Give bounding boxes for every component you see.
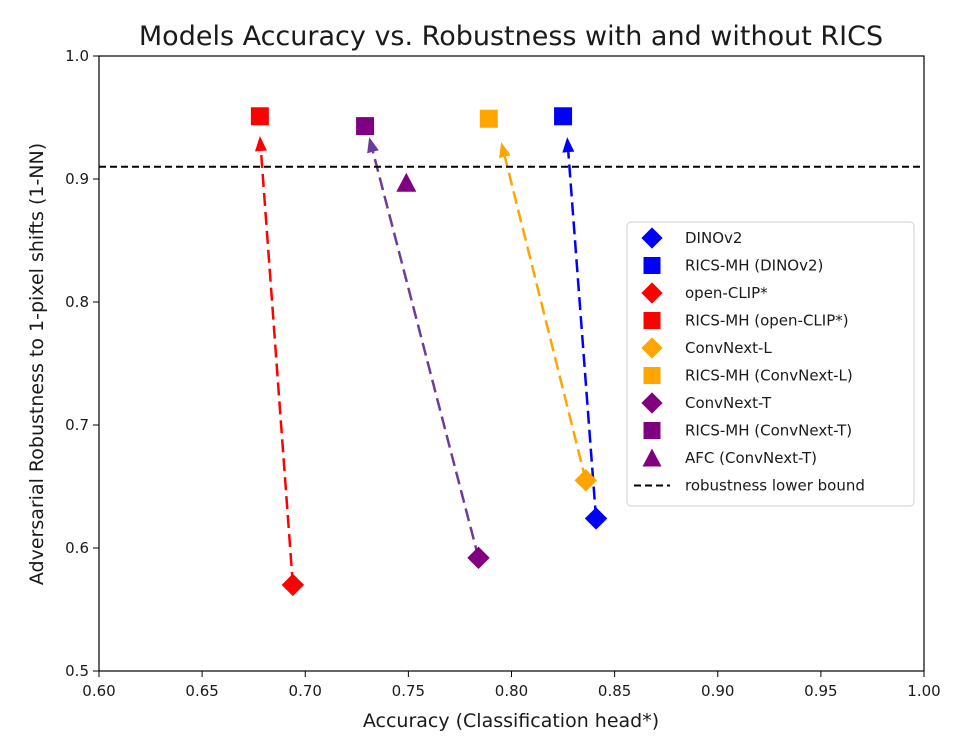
arrow-head-3 <box>562 137 575 153</box>
x-tick-label-2: 0.70 <box>289 682 322 700</box>
x-axis-label: Accuracy (Classification head*) <box>363 710 659 732</box>
legend-marker-3 <box>643 312 661 329</box>
legend-marker-6 <box>641 392 663 414</box>
data-point-4 <box>574 469 597 492</box>
data-point-5 <box>479 109 498 128</box>
legend: DINOv2 RICS-MH (DINOv2) open-CLIP* RICS-MH … <box>626 221 915 507</box>
legend-label-4: ConvNext-L <box>685 339 772 357</box>
x-tick-label-0: 0.60 <box>82 682 115 700</box>
legend-marker-2 <box>641 282 663 304</box>
legend-box <box>626 221 915 507</box>
legend-marker-5 <box>643 367 661 384</box>
legend-label-7: RICS-MH (ConvNext-T) <box>685 422 852 440</box>
legend-label-8: AFC (ConvNext-T) <box>685 449 817 467</box>
x-tick-label-6: 0.90 <box>701 682 734 700</box>
x-tick-label-1: 0.65 <box>185 682 218 700</box>
data-point-7 <box>356 117 375 136</box>
x-tick-label-3: 0.75 <box>392 682 425 700</box>
y-axis-label: Adversarial Robustness to 1-pixel shifts… <box>26 143 48 585</box>
y-tick-label-0: 0.5 <box>65 662 89 680</box>
data-point-2 <box>281 573 305 597</box>
y-tick-label-2: 0.7 <box>65 416 89 434</box>
y-tick-label-1: 0.6 <box>65 539 89 557</box>
data-point-6 <box>467 546 490 570</box>
y-tick-label-4: 0.9 <box>65 170 89 188</box>
legend-label-5: RICS-MH (ConvNext-L) <box>685 367 853 385</box>
legend-label-3: RICS-MH (open-CLIP*) <box>685 312 849 330</box>
arrow-shaft-3 <box>567 152 598 519</box>
axes-layer: 0.60 0.65 0.70 0.75 0.80 0.85 0.90 0.95 1.00 0.5 0… <box>65 47 941 700</box>
data-point-3 <box>250 107 269 126</box>
arrow-head-1 <box>367 137 379 154</box>
arrows-layer <box>254 135 598 585</box>
arrow-head-0 <box>254 135 267 152</box>
legend-label-0: DINOv2 <box>685 229 742 247</box>
arrow-head-2 <box>499 142 511 159</box>
points-layer <box>250 107 608 597</box>
y-tick-label-3: 0.8 <box>65 293 89 311</box>
legend-label-1: RICS-MH (DINOv2) <box>685 257 823 275</box>
data-point-0 <box>584 507 608 530</box>
arrow-shaft-0 <box>259 150 295 585</box>
arrow-shaft-1 <box>371 151 480 559</box>
legend-label-6: ConvNext-T <box>685 394 772 412</box>
y-tick-label-5: 1.0 <box>65 47 89 65</box>
legend-label-9: robustness lower bound <box>685 477 865 495</box>
legend-marker-8 <box>642 448 662 467</box>
legend-marker-7 <box>643 422 661 439</box>
chart-title: Models Accuracy vs. Robustness with and … <box>139 21 883 52</box>
data-point-1 <box>554 107 573 126</box>
x-tick-label-5: 0.85 <box>598 682 631 700</box>
x-tick-label-4: 0.80 <box>495 682 528 700</box>
arrow-shaft-2 <box>503 156 587 481</box>
legend-marker-1 <box>643 257 661 274</box>
data-point-8 <box>396 172 417 192</box>
legend-marker-4 <box>641 337 663 359</box>
x-tick-label-7: 0.95 <box>804 682 837 700</box>
legend-label-2: open-CLIP* <box>685 284 768 302</box>
legend-marker-0 <box>641 227 663 249</box>
x-tick-label-8: 1.00 <box>907 682 940 700</box>
